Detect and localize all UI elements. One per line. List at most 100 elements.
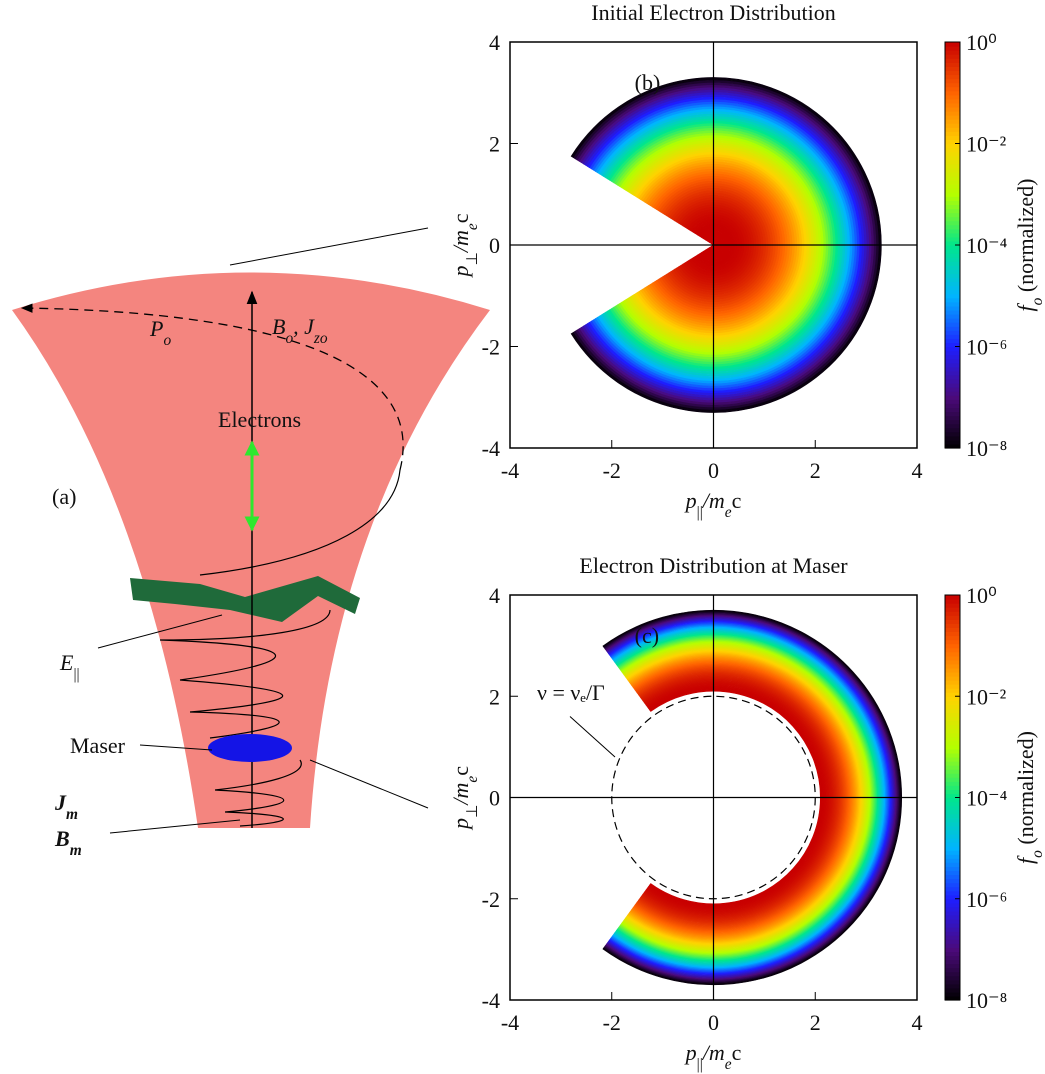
chart-title: Electron Distribution at Maser [579, 553, 848, 578]
colorbar-cell [945, 257, 960, 262]
diagram-label-part: m [66, 806, 78, 823]
colorbar-cell [945, 363, 960, 368]
colorbar-cell [945, 196, 960, 201]
colorbar-cell [945, 907, 960, 912]
colorbar-cell [945, 290, 960, 295]
colorbar-cell [945, 769, 960, 774]
colorbar-cell [945, 395, 960, 400]
colorbar-cell [945, 640, 960, 645]
colorbar-cell [945, 919, 960, 924]
colorbar-cell [945, 168, 960, 173]
colorbar-cell [945, 330, 960, 335]
colorbar-cell [945, 245, 960, 250]
colorbar-cell [945, 960, 960, 965]
x-tick-label: -2 [603, 458, 621, 483]
diagram-label-part: E [59, 650, 74, 675]
leader [310, 760, 428, 808]
colorbar-cell [945, 672, 960, 677]
colorbar-cell [945, 428, 960, 433]
colorbar-cell [945, 440, 960, 445]
colorbar-cell [945, 947, 960, 952]
colorbar-cell [945, 595, 960, 600]
colorbar-tick-label: 10⁻⁸ [966, 988, 1007, 1013]
x-tick-label: -4 [501, 458, 519, 483]
colorbar-cell [945, 976, 960, 981]
diagram-label: Jm [54, 790, 78, 823]
x-axis-label-part: c [732, 1040, 742, 1065]
figure: (a) PoBo, JzoElectronsE||MaserJmBmInitia… [0, 0, 1045, 1074]
colorbar-cell [945, 83, 960, 88]
colorbar-cell [945, 432, 960, 437]
y-axis-label-part: /m [448, 230, 473, 254]
colorbar-cell [945, 623, 960, 628]
colorbar-cell [945, 818, 960, 823]
colorbar-cell [945, 411, 960, 416]
colorbar-cell [945, 611, 960, 616]
chart-title: Initial Electron Distribution [591, 0, 835, 25]
colorbar-cell [945, 708, 960, 713]
colorbar-cell [945, 70, 960, 75]
colorbar-cell [945, 383, 960, 388]
colorbar-cell [945, 834, 960, 839]
colorbar-tick-label: 10⁻⁶ [966, 335, 1007, 360]
y-axis-label: p⊥/mec [448, 766, 481, 831]
colorbar-label: fo (normalized) [1013, 731, 1045, 864]
colorbar-cell [945, 846, 960, 851]
colorbar-cell [945, 615, 960, 620]
diagram-label: Maser [70, 733, 126, 758]
colorbar-cell [945, 225, 960, 230]
colorbar-cell [945, 733, 960, 738]
colorbar-cell [945, 160, 960, 165]
colorbar-cell [945, 87, 960, 92]
colorbar-tick-label: 10⁰ [966, 30, 997, 55]
colorbar-cell [945, 371, 960, 376]
colorbar-cell [945, 115, 960, 120]
colorbar-cell [945, 42, 960, 47]
colorbar-cell [945, 631, 960, 636]
colorbar-cell [945, 294, 960, 299]
colorbar-cell [945, 648, 960, 653]
colorbar-cell [945, 229, 960, 234]
colorbar-cell [945, 334, 960, 339]
colorbar-cell [945, 436, 960, 441]
colorbar-cell [945, 379, 960, 384]
colorbar-cell [945, 761, 960, 766]
colorbar-cell [945, 619, 960, 624]
colorbar-cell [945, 757, 960, 762]
colorbar-cell [945, 656, 960, 661]
colorbar-cell [945, 326, 960, 331]
colorbar-cell [945, 322, 960, 327]
colorbar-cell [945, 870, 960, 875]
colorbar-cell [945, 842, 960, 847]
colorbar-cell [945, 50, 960, 55]
colorbar-cell [945, 351, 960, 356]
y-axis-label-part: p [448, 818, 473, 831]
y-axis-label-part: ⊥ [464, 805, 481, 818]
colorbar-cell [945, 668, 960, 673]
colorbar-cell [945, 903, 960, 908]
diagram-label-part: m [70, 842, 82, 859]
colorbar-cell [945, 391, 960, 396]
x-tick-label: -4 [501, 1010, 519, 1035]
y-tick-label: 4 [489, 583, 500, 608]
panel-label: (a) [52, 484, 76, 509]
colorbar-cell [945, 887, 960, 892]
colorbar-cell [945, 745, 960, 750]
diagram-label: E|| [59, 650, 80, 683]
colorbar-cell [945, 931, 960, 936]
colorbar-cell [945, 95, 960, 100]
colorbar-cell [945, 424, 960, 429]
colorbar-cell [945, 964, 960, 969]
colorbar-tick-label: 10⁻⁴ [966, 786, 1008, 811]
colorbar-cell [945, 347, 960, 352]
colorbar-cell [945, 269, 960, 274]
x-tick-label: 2 [810, 1010, 821, 1035]
colorbar-label-part: (normalized) [1013, 731, 1038, 850]
colorbar-cell [945, 599, 960, 604]
colorbar-cell [945, 664, 960, 669]
colorbar-cell [945, 107, 960, 112]
colorbar-cell [945, 684, 960, 689]
colorbar-cell [945, 135, 960, 140]
colorbar-cell [945, 725, 960, 730]
y-tick-label: -4 [482, 436, 500, 461]
